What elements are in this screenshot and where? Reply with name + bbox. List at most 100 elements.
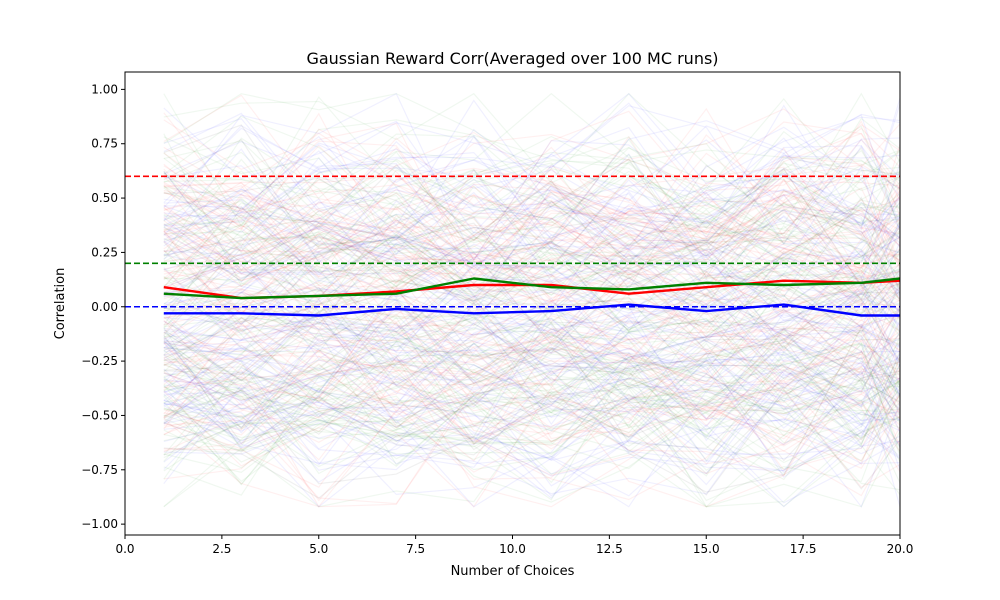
- background-run-line-244: [163, 105, 901, 245]
- background-run-line-32: [163, 247, 901, 354]
- background-run-line-241: [163, 377, 901, 508]
- background-run-line-164: [163, 344, 901, 469]
- background-run-line-20: [163, 308, 901, 419]
- y-tick-label-8: 1.00: [91, 82, 118, 96]
- y-tick-label-1: −0.75: [81, 463, 118, 477]
- background-run-line-304: [163, 276, 901, 385]
- background-run-line-235: [163, 179, 901, 268]
- background-run-line-180: [163, 160, 901, 258]
- background-run-line-102: [163, 323, 901, 420]
- background-run-line-254: [163, 298, 901, 406]
- background-run-line-193: [163, 243, 901, 356]
- background-run-line-161: [163, 316, 901, 437]
- background-run-line-51: [163, 230, 901, 337]
- background-run-line-299: [163, 330, 901, 434]
- x-tick-label-0: 0.0: [115, 542, 134, 556]
- background-run-line-267: [163, 92, 901, 234]
- background-run-line-218: [163, 153, 901, 298]
- background-run-line-66: [163, 315, 901, 447]
- background-run-line-114: [163, 280, 901, 394]
- y-axis-ticks: −1.00 −0.75 −0.50 −0.25 0.00 0.25 0.50 0.75 1.00: [81, 82, 125, 531]
- background-run-line-50: [163, 373, 901, 505]
- background-run-line-36: [163, 328, 901, 436]
- background-run-line-229: [163, 162, 901, 300]
- background-run-line-216: [163, 170, 901, 274]
- background-run-line-125: [163, 366, 901, 480]
- background-run-line-255: [163, 289, 901, 416]
- background-run-line-201: [163, 251, 901, 363]
- background-run-line-44: [163, 303, 901, 427]
- background-run-line-53: [163, 369, 901, 508]
- background-run-line-67: [163, 185, 901, 264]
- background-run-line-47: [163, 179, 901, 296]
- background-run-line-23: [163, 326, 901, 443]
- background-run-line-171: [163, 150, 901, 288]
- background-run-line-313: [163, 351, 901, 475]
- background-run-line-227: [163, 322, 901, 454]
- background-run-line-242: [163, 217, 901, 305]
- background-run-line-192: [163, 138, 901, 261]
- background-run-line-123: [163, 294, 901, 371]
- background-run-line-117: [163, 168, 901, 275]
- x-tick-label-7: 17.5: [790, 542, 817, 556]
- background-run-line-121: [163, 249, 901, 362]
- background-run-line-176: [163, 202, 901, 312]
- background-run-line-148: [163, 224, 901, 332]
- background-run-line-178: [163, 135, 901, 261]
- background-run-line-177: [163, 137, 901, 257]
- background-run-line-63: [163, 166, 901, 302]
- background-run-line-154: [163, 162, 901, 292]
- background-run-line-256: [163, 92, 901, 262]
- background-run-line-260: [163, 145, 901, 283]
- background-run-line-17: [163, 281, 901, 399]
- background-run-line-290: [163, 313, 901, 443]
- x-tick-label-1: 2.5: [212, 542, 231, 556]
- background-run-line-84: [163, 375, 901, 488]
- background-run-line-297: [163, 287, 901, 394]
- background-run-line-147: [163, 341, 901, 464]
- background-run-line-270: [163, 297, 901, 402]
- background-run-line-140: [163, 153, 901, 292]
- background-run-line-70: [163, 303, 901, 440]
- background-run-line-150: [163, 92, 901, 207]
- background-run-line-243: [163, 187, 901, 316]
- background-run-line-190: [163, 216, 901, 333]
- background-run-line-269: [163, 216, 901, 331]
- background-run-line-14: [163, 172, 901, 302]
- background-run-line-246: [163, 128, 901, 261]
- background-run-line-108: [163, 286, 901, 383]
- background-run-line-311: [163, 267, 901, 382]
- background-run-line-182: [163, 327, 901, 472]
- background-run-line-320: [163, 286, 901, 398]
- background-run-line-38: [163, 326, 901, 477]
- background-run-line-82: [163, 280, 901, 399]
- background-run-line-250: [163, 342, 901, 439]
- background-run-line-41: [163, 214, 901, 331]
- y-tick-label-2: −0.50: [81, 408, 118, 422]
- background-run-line-276: [163, 359, 901, 487]
- background-run-line-78: [163, 285, 901, 408]
- background-run-line-283: [163, 305, 901, 406]
- background-run-line-43: [163, 192, 901, 287]
- x-tick-label-6: 15.0: [693, 542, 720, 556]
- background-run-line-113: [163, 185, 901, 308]
- background-run-line-230: [163, 383, 901, 508]
- background-run-line-198: [163, 92, 901, 245]
- background-run-line-86: [163, 209, 901, 302]
- background-run-line-11: [163, 145, 901, 279]
- x-axis-ticks: 0.0 2.5 5.0 7.5 10.0 12.5 15.0 17.5 20.0: [115, 535, 913, 556]
- y-axis-label: Correlation: [53, 268, 68, 340]
- background-run-line-115: [163, 303, 901, 438]
- background-run-line-97: [163, 290, 901, 387]
- background-run-line-145: [163, 344, 901, 475]
- background-run-line-217: [163, 311, 901, 406]
- background-run-line-9: [163, 108, 901, 229]
- background-run-line-266: [163, 334, 901, 420]
- background-run-line-112: [163, 378, 901, 502]
- background-run-line-308: [163, 168, 901, 288]
- background-run-line-142: [163, 305, 901, 401]
- background-run-line-68: [163, 112, 901, 263]
- background-run-line-183: [163, 374, 901, 508]
- background-run-line-252: [163, 262, 901, 359]
- background-run-line-221: [163, 314, 901, 395]
